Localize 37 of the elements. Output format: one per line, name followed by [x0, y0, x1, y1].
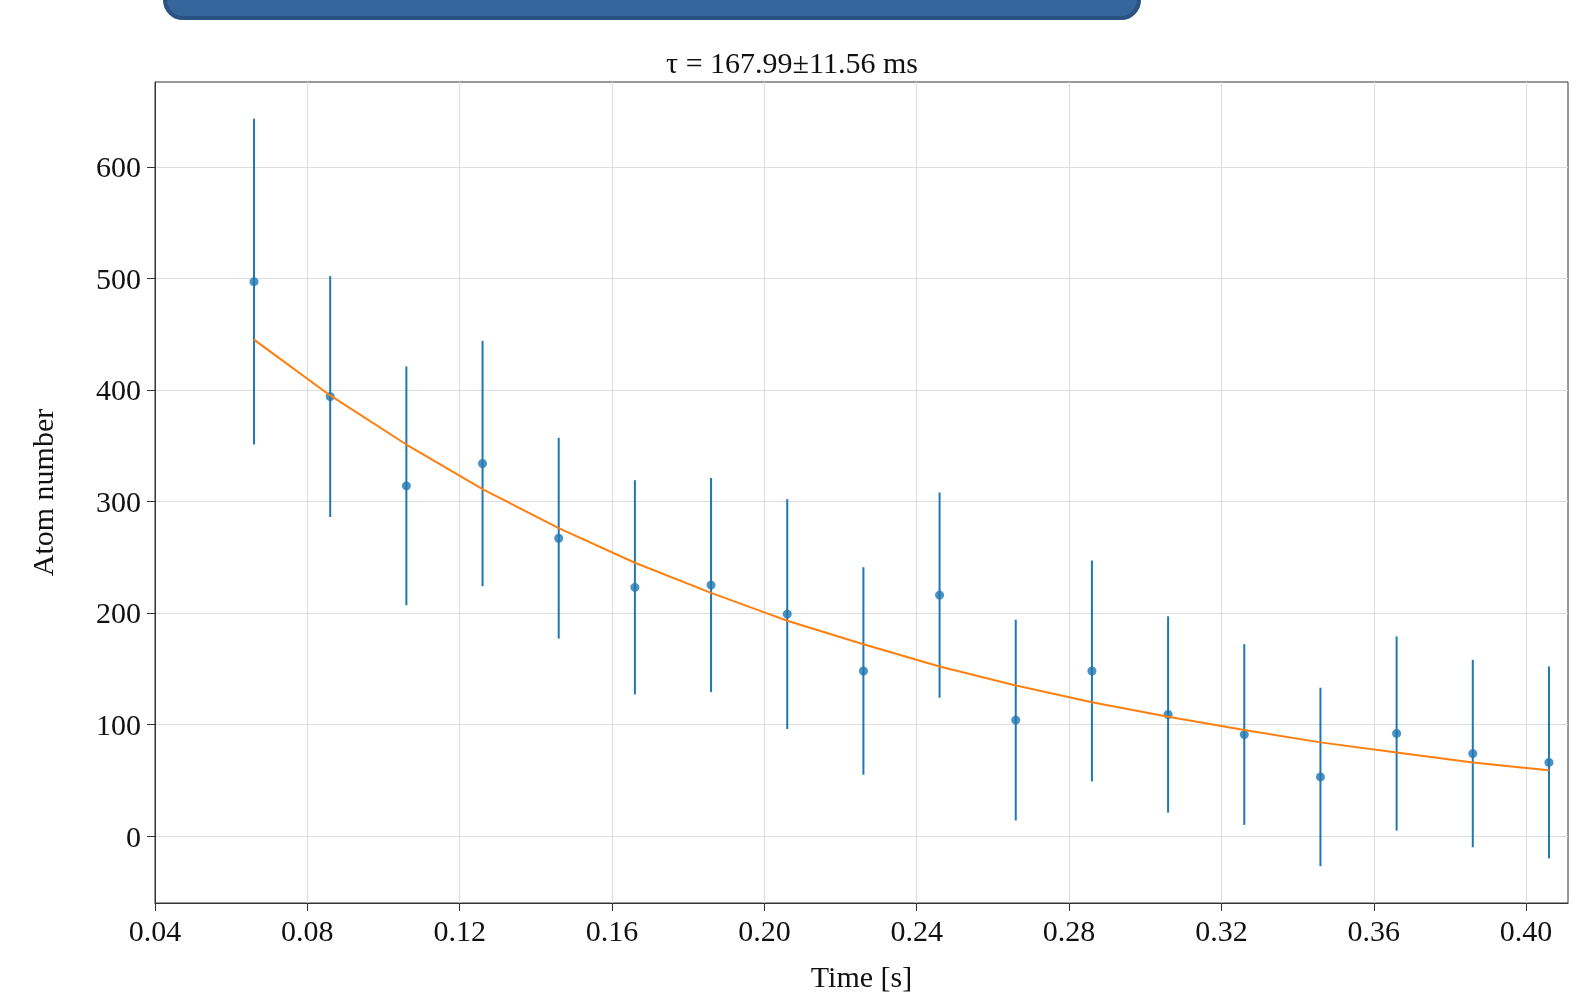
- point: [249, 277, 259, 287]
- point: [1392, 728, 1402, 738]
- x-tick-label: 0.36: [1347, 913, 1401, 947]
- line-series: [253, 338, 1550, 772]
- point: [935, 590, 945, 600]
- chart-title: τ = 167.99±11.56 ms: [666, 45, 918, 79]
- point: [1087, 666, 1097, 676]
- point: [1239, 730, 1249, 740]
- point: [1468, 749, 1478, 759]
- x-axis-title: Time [s]: [810, 959, 913, 993]
- x-tick-label: 0.16: [585, 913, 639, 947]
- y-tick-label: 600: [96, 150, 141, 184]
- point: [782, 609, 792, 619]
- x-tick-label: 0.24: [890, 913, 943, 947]
- x-tick-label: 0.40: [1499, 913, 1553, 947]
- point: [401, 481, 411, 491]
- point: [630, 582, 640, 592]
- x-tick-label: 0.08: [281, 913, 334, 947]
- x-tick-label: 0.32: [1195, 913, 1248, 947]
- x-tick-label: 0.20: [738, 913, 791, 947]
- y-tick-label: 400: [96, 373, 141, 407]
- point: [858, 666, 868, 676]
- point: [1544, 757, 1554, 767]
- point: [1315, 772, 1325, 782]
- y-axis-title: Atom number: [25, 408, 59, 577]
- y-tick-label: 300: [96, 484, 141, 518]
- point: [478, 459, 488, 468]
- x-tick-label: 0.12: [433, 913, 486, 947]
- point: [1011, 715, 1021, 725]
- x-tick-label: 0.04: [128, 913, 182, 947]
- x-tick-label: 0.28: [1042, 913, 1096, 947]
- point: [554, 533, 564, 543]
- y-tick-label: 500: [96, 261, 141, 295]
- y-tick-label: 100: [96, 708, 141, 742]
- point: [706, 580, 716, 590]
- y-tick-label: 200: [96, 596, 141, 630]
- y-tick-label: 0: [126, 819, 141, 853]
